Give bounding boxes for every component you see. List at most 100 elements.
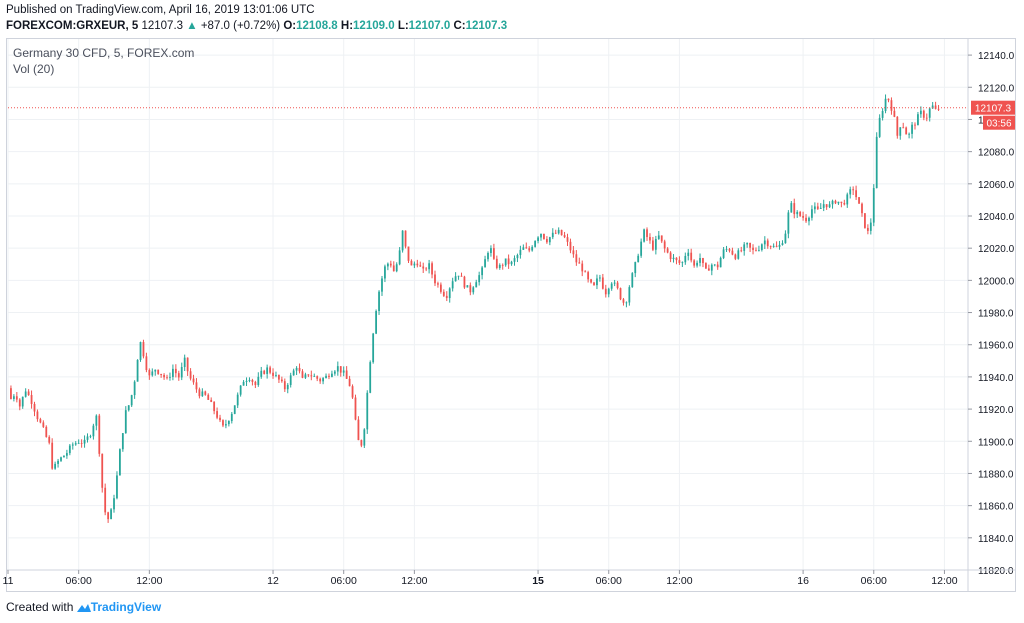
candle-body — [54, 463, 57, 469]
candle-body — [887, 98, 890, 101]
candle-body — [487, 252, 489, 260]
candle-body — [154, 369, 157, 372]
candle-body — [649, 237, 651, 241]
price-tick-label: 11820.0 — [978, 566, 1014, 577]
candle-body — [705, 263, 707, 269]
candle-body — [110, 509, 112, 520]
candle-body — [204, 391, 207, 395]
candle-body — [513, 258, 516, 262]
candle-body — [95, 415, 98, 426]
candle-body — [702, 258, 704, 264]
candle-body — [260, 370, 263, 377]
candle-body — [10, 388, 12, 399]
candle-body — [198, 389, 201, 397]
candle-body — [478, 275, 481, 283]
candle-body — [772, 245, 775, 247]
candle-body — [828, 204, 831, 208]
candle-body — [15, 396, 18, 400]
time-tick-label: 06:00 — [596, 575, 622, 587]
candle-body — [12, 396, 15, 399]
candle-body — [398, 250, 401, 265]
candle-body — [357, 419, 360, 441]
candle-body — [466, 285, 469, 288]
candle-body — [501, 264, 504, 266]
price-tick-label: 11840.0 — [978, 534, 1014, 545]
tradingview-brand[interactable]: TradingView — [90, 600, 162, 614]
candle-body — [363, 429, 366, 446]
candle-body — [758, 249, 760, 251]
candle-body — [749, 242, 751, 248]
candle-body — [557, 229, 560, 234]
series-title[interactable]: Germany 30 CFD, 5, FOREX.com — [13, 46, 195, 60]
candle-body — [163, 374, 165, 378]
candle-body — [222, 420, 224, 426]
candle-body — [584, 271, 587, 273]
candle-body — [139, 342, 142, 360]
candle-body — [316, 376, 319, 379]
candle-body — [116, 475, 118, 499]
candle-body — [33, 403, 36, 412]
candle-body — [596, 278, 598, 286]
candle-body — [843, 202, 846, 205]
candle-body — [392, 265, 395, 272]
volume-indicator-label[interactable]: Vol (20) — [13, 62, 55, 76]
candle-body — [177, 373, 180, 378]
candle-body — [98, 415, 101, 454]
candle-body — [569, 241, 572, 251]
candle-body — [298, 367, 301, 372]
candle-body — [242, 381, 245, 386]
candle-body — [169, 376, 171, 378]
candle-body — [675, 257, 678, 261]
candle-body — [713, 264, 716, 266]
candle-body — [802, 215, 804, 218]
candle-body — [890, 100, 893, 111]
time-tick-label: 12:00 — [666, 575, 692, 587]
candle-body — [207, 394, 210, 400]
candle-body — [322, 378, 324, 382]
candle-body — [864, 213, 866, 228]
candle-body — [560, 229, 563, 236]
candle-body — [878, 117, 881, 137]
candle-body — [566, 237, 569, 242]
candle-body — [416, 263, 419, 266]
candle-body — [719, 257, 722, 268]
symbol-label[interactable]: FOREXCOM:GRXEUR, 5 — [6, 20, 139, 32]
candle-body — [89, 436, 92, 438]
candle-body — [21, 396, 24, 407]
candle-body — [157, 369, 160, 374]
candle-body — [192, 378, 195, 383]
candle-body — [407, 246, 410, 261]
candle-body — [472, 287, 475, 293]
candle-body — [142, 342, 145, 357]
candle-body — [911, 124, 913, 134]
candle-body — [439, 284, 442, 292]
candle-body — [893, 110, 896, 117]
candle-body — [831, 200, 834, 205]
candle-body — [769, 246, 772, 248]
candle-body — [283, 381, 286, 390]
candle-body — [646, 229, 648, 238]
candle-body — [331, 373, 333, 377]
candle-body — [130, 395, 133, 406]
candle-body — [504, 258, 507, 266]
candle-body — [210, 399, 213, 402]
candle-body — [637, 255, 640, 263]
candle-body — [278, 375, 280, 380]
candle-body — [18, 399, 21, 407]
candle-body — [914, 124, 916, 126]
candle-body — [908, 133, 911, 135]
candle-body — [902, 127, 905, 129]
candle-body — [151, 371, 154, 376]
candle-body — [811, 209, 813, 218]
candle-body — [410, 260, 413, 266]
candle-body — [225, 424, 227, 426]
candle-body — [610, 283, 613, 289]
candle-body — [925, 117, 928, 119]
candle-body — [822, 204, 825, 208]
chart-frame[interactable] — [6, 38, 1016, 592]
candle-body — [578, 262, 581, 264]
candle-body — [652, 240, 654, 250]
candle-body — [899, 127, 902, 136]
last-price-marker: 12107.3 03:56 — [8, 100, 1015, 130]
